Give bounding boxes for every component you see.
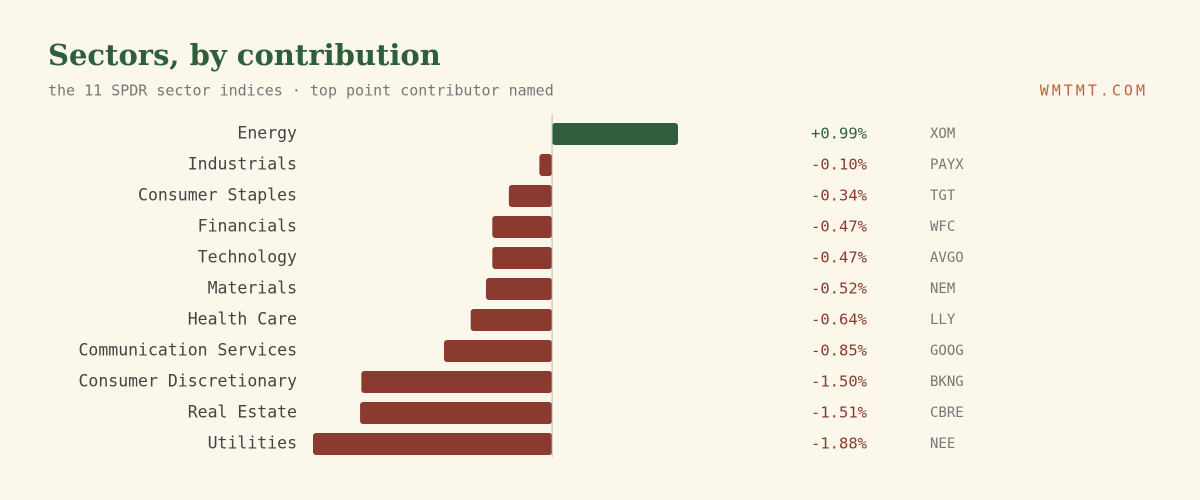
value-label: -0.64% bbox=[811, 311, 868, 329]
chart-title: Sectors, by contribution bbox=[48, 38, 441, 72]
bar bbox=[539, 154, 553, 176]
category-label: Consumer Discretionary bbox=[78, 372, 297, 391]
source: WMTMT.COM bbox=[1040, 82, 1148, 100]
contributor-label: NEM bbox=[930, 281, 955, 297]
value-label: -0.34% bbox=[811, 187, 868, 205]
contributor-label: TGT bbox=[930, 188, 956, 204]
contributor-label: XOM bbox=[930, 126, 955, 142]
value-label: -0.52% bbox=[811, 280, 868, 298]
value-label: -0.10% bbox=[811, 156, 868, 174]
value-label: -1.88% bbox=[811, 435, 868, 453]
value-label: -0.47% bbox=[811, 249, 868, 267]
category-label: Health Care bbox=[188, 310, 297, 329]
category-label: Utilities bbox=[208, 434, 297, 453]
value-label: +0.99% bbox=[811, 125, 868, 143]
value-label: -0.85% bbox=[811, 342, 868, 360]
bar bbox=[360, 402, 553, 424]
contributor-label: AVGO bbox=[930, 250, 964, 266]
contributor-label: PAYX bbox=[930, 157, 964, 173]
category-label: Financials bbox=[198, 217, 297, 236]
category-label: Technology bbox=[198, 248, 297, 267]
value-label: -0.47% bbox=[811, 218, 868, 236]
contributor-label: WFC bbox=[930, 219, 955, 235]
bar bbox=[313, 433, 553, 455]
chart-subtitle: the 11 SPDR sector indices · top point c… bbox=[48, 82, 554, 100]
bar bbox=[485, 278, 553, 300]
contributor-label: BKNG bbox=[930, 374, 964, 390]
contributor-label: LLY bbox=[930, 312, 956, 328]
bar bbox=[552, 123, 678, 145]
category-label: Industrials bbox=[188, 155, 297, 174]
bar bbox=[443, 340, 553, 362]
contributor-label: NEE bbox=[930, 436, 955, 452]
category-label: Real Estate bbox=[188, 403, 297, 422]
category-label: Energy bbox=[237, 124, 297, 143]
category-label: Communication Services bbox=[78, 341, 297, 360]
bar bbox=[492, 247, 553, 269]
contributor-label: GOOG bbox=[930, 343, 964, 359]
bar bbox=[492, 216, 553, 238]
bar bbox=[508, 185, 553, 207]
category-label: Consumer Staples bbox=[138, 186, 297, 205]
category-label: Materials bbox=[208, 279, 297, 298]
bar bbox=[361, 371, 553, 393]
value-label: -1.51% bbox=[811, 404, 868, 422]
value-label: -1.50% bbox=[811, 373, 868, 391]
bar bbox=[470, 309, 553, 331]
contributor-label: CBRE bbox=[930, 405, 964, 421]
